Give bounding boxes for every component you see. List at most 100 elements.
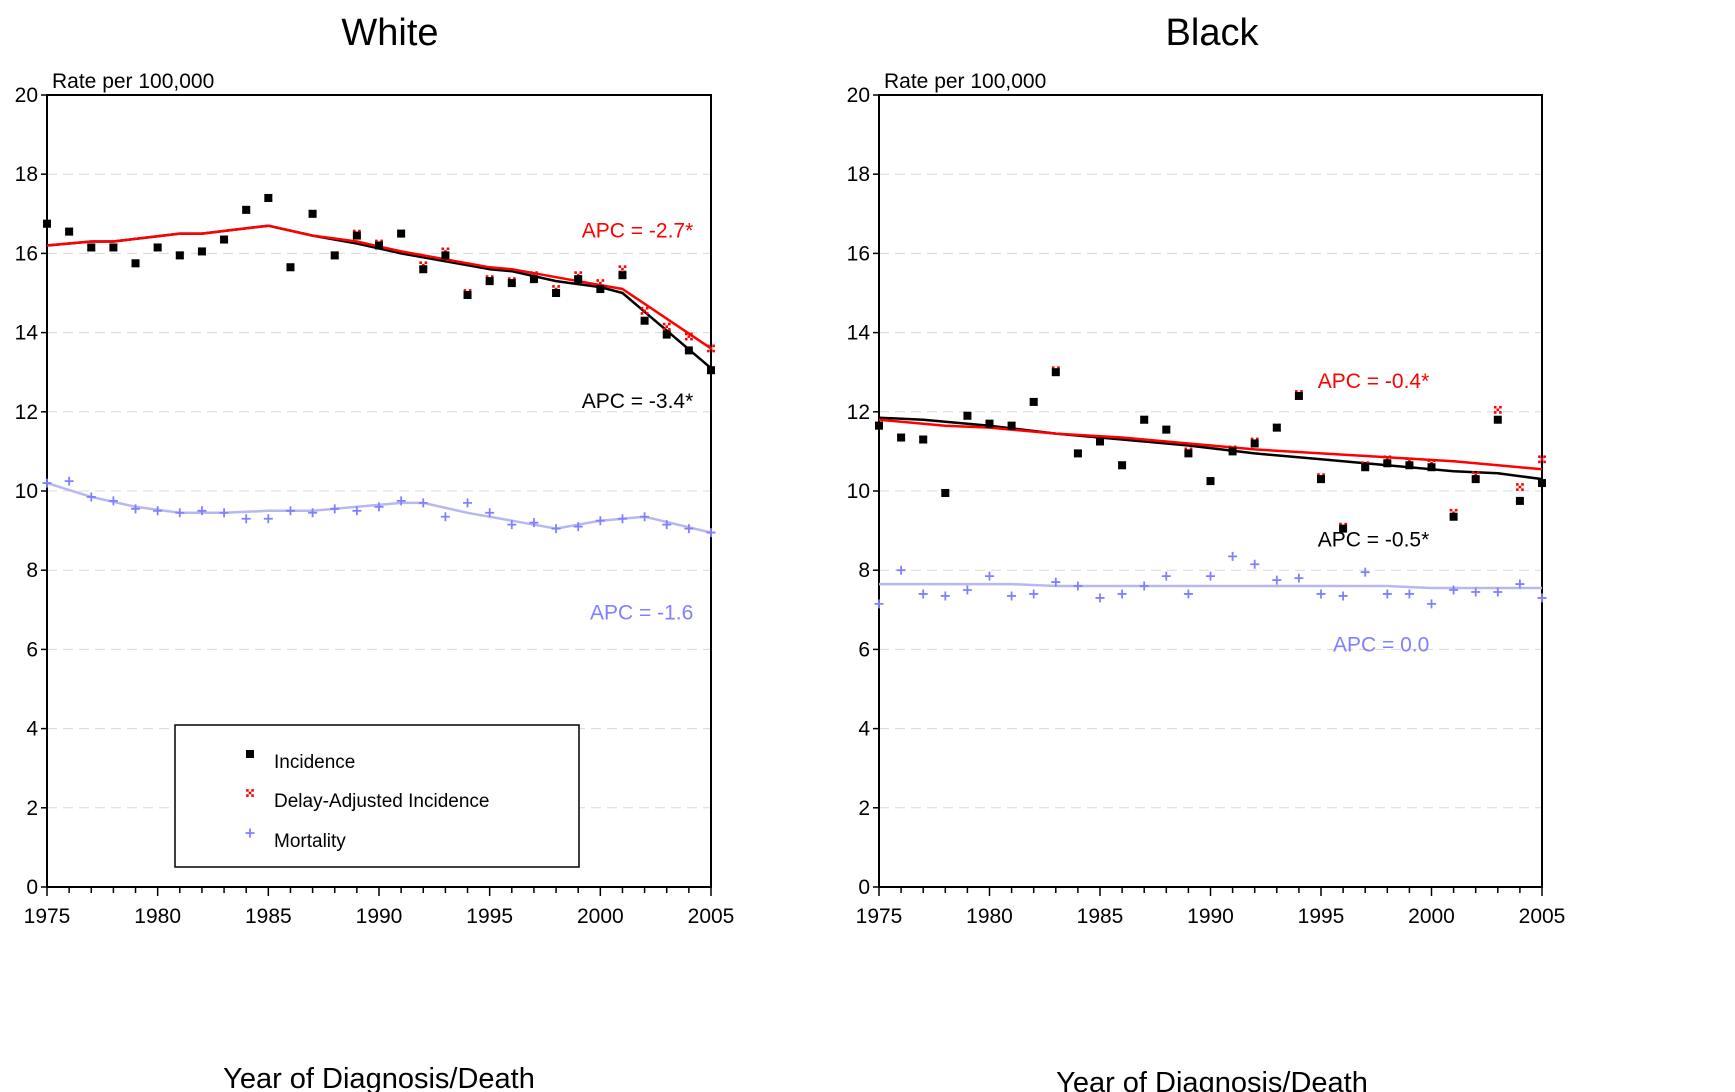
- mortality-point: [1449, 585, 1459, 595]
- delay-adjusted-point: [662, 322, 671, 331]
- incidence-point: [175, 251, 184, 260]
- incidence-point: [1184, 449, 1193, 458]
- y-tick-label: 16: [847, 242, 870, 265]
- incidence-point: [574, 275, 583, 284]
- mortality-point: [896, 565, 906, 575]
- mortality-point: [1360, 567, 1370, 577]
- y-axis-label: Rate per 100,000: [52, 70, 214, 93]
- y-tick-label: 12: [847, 401, 870, 424]
- mortality-point: [595, 516, 605, 526]
- x-tick-label: 1990: [1187, 905, 1234, 928]
- x-tick-label: 1975: [24, 905, 71, 928]
- incidence-point: [1140, 415, 1149, 424]
- incidence-point: [1228, 447, 1237, 456]
- y-tick-label: 2: [858, 797, 870, 820]
- x-tick-label: 1985: [245, 905, 292, 928]
- x-tick-label: 2000: [577, 905, 624, 928]
- x-tick-label: 1985: [1077, 905, 1124, 928]
- incidence-point: [220, 235, 229, 244]
- mortality-point: [285, 506, 295, 516]
- incidence-point: [330, 251, 339, 260]
- incidence-point: [419, 265, 428, 274]
- incidence-point: [131, 259, 140, 268]
- mortality-point: [1095, 593, 1105, 603]
- legend-marker-square: [246, 750, 254, 758]
- y-tick-label: 4: [858, 718, 870, 741]
- incidence-point: [197, 247, 206, 256]
- legend-box: [174, 724, 580, 868]
- x-tick-label: 1995: [1298, 905, 1345, 928]
- incidence-point: [684, 346, 693, 355]
- incidence-point: [1427, 463, 1436, 472]
- incidence-point: [1493, 415, 1502, 424]
- mortality-point: [662, 520, 672, 530]
- mortality-point: [940, 591, 950, 601]
- legend-label: Delay-Adjusted Incidence: [274, 791, 489, 812]
- mortality-point: [1073, 581, 1083, 591]
- y-tick-label: 6: [26, 638, 38, 661]
- incidence-point: [707, 366, 715, 375]
- delay-adjusted-point: [684, 332, 693, 341]
- incidence-point: [963, 411, 972, 420]
- mortality-point: [1007, 591, 1017, 601]
- x-tick-label: 2005: [1519, 905, 1566, 928]
- mortality-point: [308, 508, 318, 518]
- legend-label: Mortality: [274, 831, 346, 852]
- incidence-point: [1206, 477, 1215, 486]
- y-tick-label: 6: [858, 638, 870, 661]
- y-tick-label: 14: [15, 322, 39, 345]
- y-tick-label: 4: [26, 718, 38, 741]
- x-axis-label: Year of Diagnosis/Death: [1056, 1067, 1368, 1092]
- incidence-point: [43, 219, 51, 228]
- delay-adjusted-point: [1493, 405, 1502, 414]
- mortality-point: [1051, 577, 1061, 587]
- mortality-point: [241, 514, 251, 524]
- incidence-point: [463, 290, 472, 299]
- incidence-point: [552, 289, 561, 297]
- mortality-point: [396, 496, 406, 506]
- delay-adjusted-point: [1516, 483, 1524, 491]
- apc-annotation: APC = 0.0: [1333, 633, 1429, 656]
- chart-white: White Rate per 100,000 Year of Diagnosis/D…: [15, 12, 735, 1092]
- incidence-point: [941, 488, 950, 497]
- mortality-point: [1139, 581, 1149, 591]
- chart-title: White: [341, 12, 438, 54]
- apc-annotation: APC = -3.4*: [582, 390, 693, 413]
- mortality-point: [219, 508, 229, 518]
- incidence-point: [1317, 475, 1325, 484]
- x-tick-label: 1980: [966, 905, 1013, 928]
- mortality-point: [573, 522, 583, 532]
- mortality-point: [918, 589, 928, 599]
- mortality-point: [507, 520, 517, 530]
- y-tick-label: 10: [15, 480, 38, 503]
- mortality-point: [197, 506, 207, 516]
- incidence-point: [529, 275, 538, 284]
- incidence-point: [919, 435, 928, 444]
- incidence-point: [1162, 425, 1171, 434]
- mortality-point: [706, 528, 716, 538]
- incidence-point: [897, 433, 906, 442]
- incidence-point: [375, 241, 383, 250]
- mortality-point: [352, 506, 362, 516]
- mortality-point: [985, 571, 994, 581]
- mortality-point: [1029, 589, 1039, 599]
- mortality-point: [131, 504, 141, 514]
- mortality-point: [1471, 587, 1481, 597]
- incidence-point: [1449, 512, 1458, 521]
- incidence-point: [65, 227, 74, 236]
- incidence-point: [1538, 479, 1546, 488]
- y-tick-label: 14: [847, 322, 871, 345]
- incidence-point: [875, 421, 883, 430]
- mortality-point: [64, 476, 74, 486]
- incidence-point: [1405, 461, 1414, 470]
- incidence-point: [640, 316, 649, 325]
- mortality-point: [1117, 589, 1127, 599]
- y-tick-label: 16: [15, 242, 38, 265]
- x-axis-label: Year of Diagnosis/Death: [223, 1063, 535, 1092]
- mortality-point: [153, 506, 163, 516]
- incidence-point: [1294, 391, 1303, 400]
- mortality-point: [1493, 587, 1503, 597]
- incidence-point: [1096, 437, 1104, 446]
- legend-marker-plus: [245, 828, 255, 838]
